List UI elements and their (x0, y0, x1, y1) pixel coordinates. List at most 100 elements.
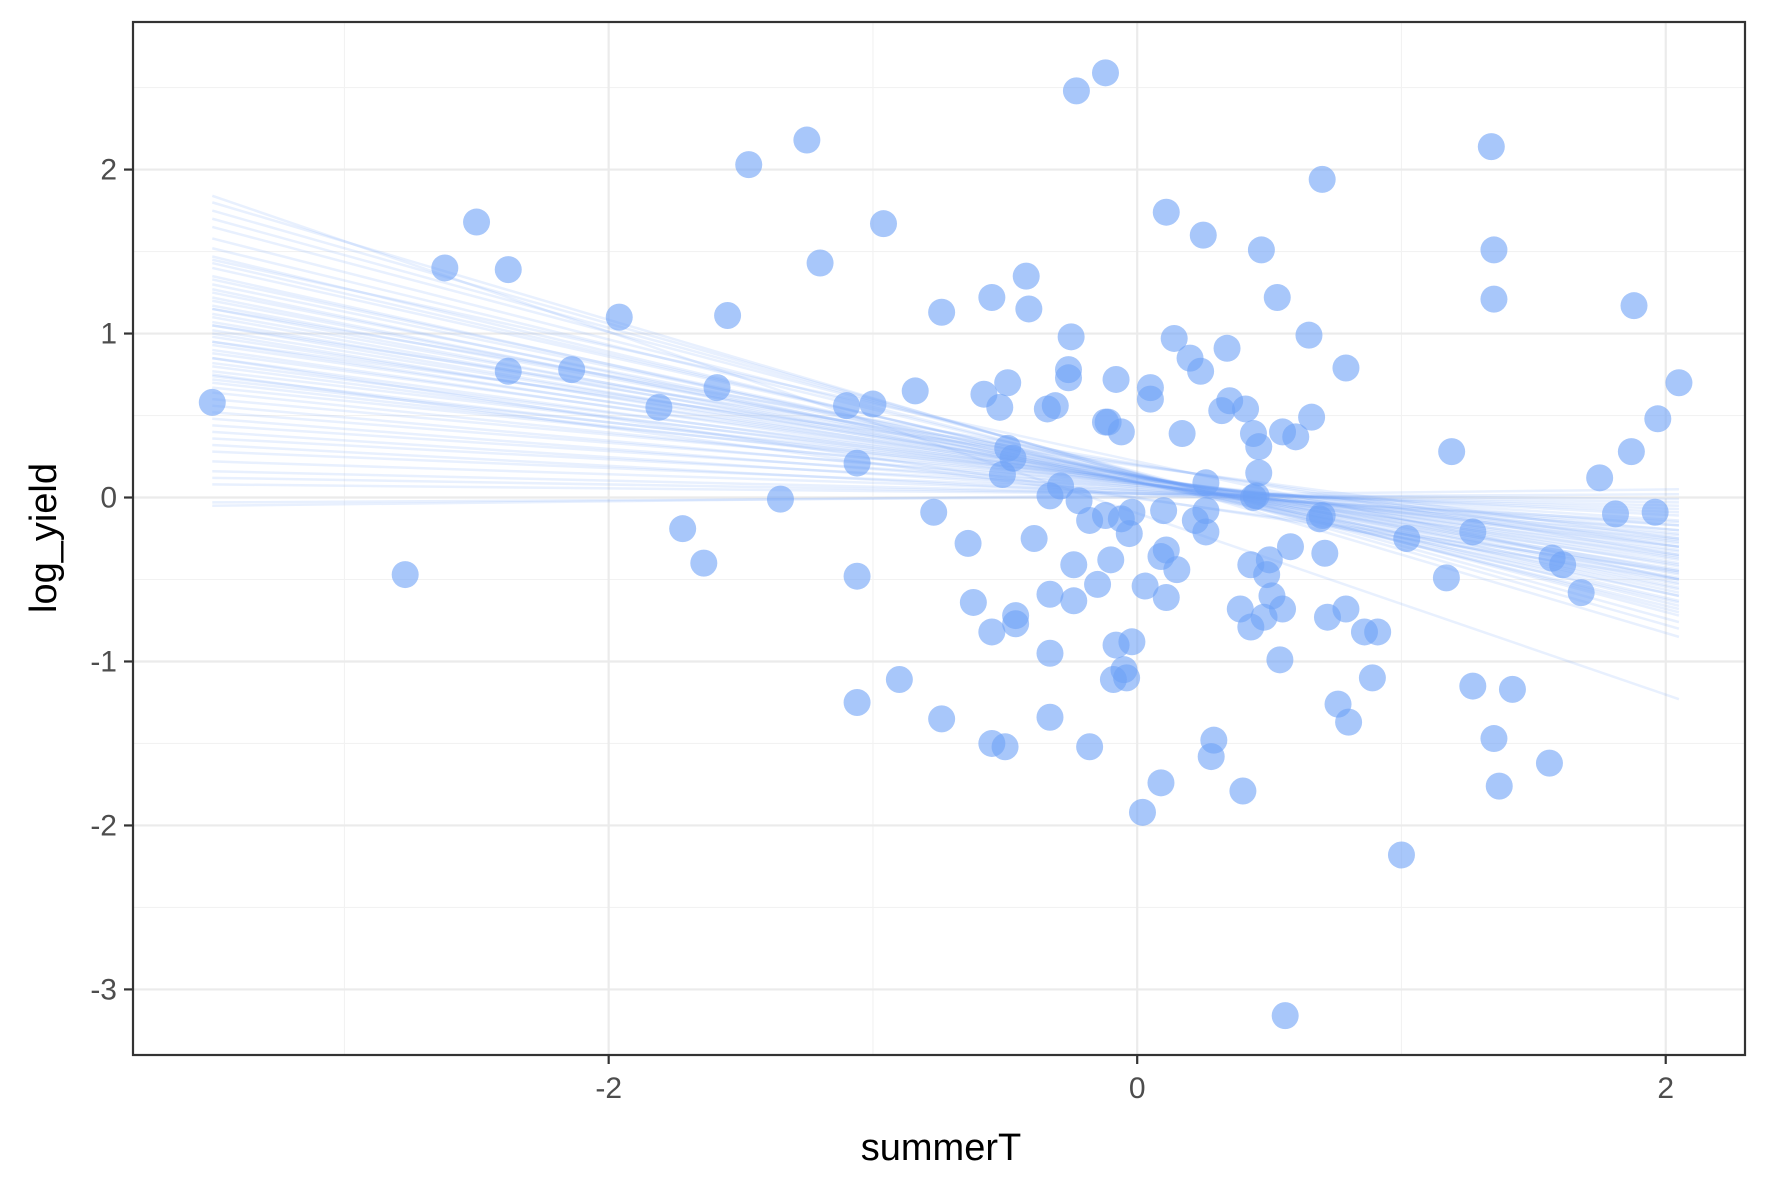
fit-line-47 (212, 450, 1679, 514)
data-point-76 (1118, 498, 1146, 526)
data-point-119 (1269, 595, 1297, 623)
fit-line-35 (212, 378, 1680, 540)
data-point-132 (1332, 354, 1360, 382)
data-point-148 (1485, 772, 1513, 800)
fit-line-16 (212, 299, 1680, 581)
fit-line-37 (212, 386, 1680, 535)
data-point-60 (1076, 733, 1104, 761)
fit-line-1 (211, 201, 1680, 639)
fit-line-31 (212, 361, 1680, 548)
data-point-88 (1163, 556, 1191, 584)
fit-line-29 (212, 351, 1680, 552)
data-point-16 (806, 249, 834, 277)
data-point-18 (843, 449, 871, 477)
y-tick-label: 2 (100, 154, 117, 187)
data-point-154 (1586, 464, 1614, 492)
data-point-2 (431, 254, 459, 282)
data-point-23 (885, 666, 913, 694)
data-point-51 (1047, 472, 1075, 500)
data-point-13 (735, 151, 763, 179)
data-points (198, 59, 1693, 1030)
data-point-103 (1229, 777, 1257, 805)
data-point-77 (1128, 798, 1156, 826)
data-point-110 (1245, 459, 1273, 487)
data-point-89 (1168, 420, 1196, 448)
fit-line-52 (212, 492, 1679, 504)
data-point-48 (1036, 639, 1064, 667)
fit-line-3 (211, 217, 1680, 624)
data-point-137 (1364, 618, 1392, 646)
data-point-15 (793, 126, 821, 154)
y-tick-label: 0 (100, 482, 117, 515)
y-tick-label: -2 (90, 809, 117, 842)
data-point-152 (1549, 551, 1577, 579)
fit-line-17 (212, 304, 1680, 576)
data-point-123 (1282, 423, 1310, 451)
fit-line-7 (211, 255, 1680, 611)
data-point-62 (1091, 59, 1119, 87)
data-point-14 (766, 485, 794, 513)
data-point-156 (1617, 438, 1645, 466)
data-point-69 (1102, 365, 1130, 393)
fit-line-41 (212, 410, 1680, 527)
data-point-11 (703, 374, 731, 402)
data-point-36 (991, 733, 1019, 761)
fit-line-40 (212, 404, 1680, 537)
data-point-54 (1057, 323, 1085, 351)
data-point-56 (1060, 587, 1088, 615)
data-point-61 (1084, 570, 1112, 598)
data-point-145 (1480, 236, 1508, 264)
fit-line-0 (211, 194, 1680, 701)
data-point-138 (1387, 841, 1415, 869)
fit-line-38 (212, 391, 1680, 542)
data-point-86 (1152, 584, 1180, 612)
data-point-141 (1438, 438, 1466, 466)
data-point-159 (1644, 405, 1672, 433)
data-point-34 (986, 393, 1014, 421)
fit-line-19 (212, 312, 1680, 573)
data-point-125 (1298, 403, 1326, 431)
data-point-57 (1062, 77, 1090, 105)
fit-line-20 (212, 315, 1680, 580)
data-point-49 (1036, 703, 1064, 731)
fit-line-24 (212, 332, 1680, 571)
fit-line-2 (211, 209, 1680, 630)
x-tick-label: 2 (1657, 1072, 1674, 1105)
data-point-133 (1332, 595, 1360, 623)
data-point-53 (1054, 356, 1082, 384)
data-point-84 (1152, 198, 1180, 226)
fit-line-13 (212, 288, 1680, 598)
fit-line-58 (212, 307, 1680, 557)
data-point-44 (1020, 525, 1048, 552)
y-tick-label: 1 (100, 318, 117, 351)
data-point-66 (1097, 546, 1125, 574)
fit-line-22 (212, 324, 1680, 575)
data-point-41 (1002, 610, 1030, 638)
fit-line-55 (212, 324, 1680, 548)
fit-line-51 (212, 483, 1679, 501)
fit-line-27 (212, 343, 1680, 557)
data-point-25 (920, 498, 948, 526)
x-tick-label: -2 (595, 1072, 622, 1105)
fit-line-10 (212, 274, 1680, 604)
data-point-1 (391, 561, 419, 589)
data-point-73 (1113, 664, 1141, 692)
data-point-55 (1060, 551, 1088, 579)
fit-line-8 (211, 261, 1680, 603)
data-point-153 (1567, 579, 1595, 607)
data-point-122 (1276, 533, 1304, 561)
fit-line-18 (212, 307, 1680, 586)
data-point-92 (1187, 357, 1215, 385)
fit-line-59 (212, 356, 1680, 581)
data-point-70 (1107, 418, 1135, 446)
data-point-3 (463, 208, 491, 236)
fit-line-50 (212, 476, 1679, 504)
data-point-43 (1015, 295, 1043, 323)
fit-line-49 (212, 470, 1679, 507)
fit-line-36 (212, 381, 1680, 545)
data-point-112 (1247, 236, 1275, 264)
data-point-17 (833, 392, 861, 420)
panel-border (131, 20, 1747, 1057)
data-point-29 (959, 588, 987, 616)
